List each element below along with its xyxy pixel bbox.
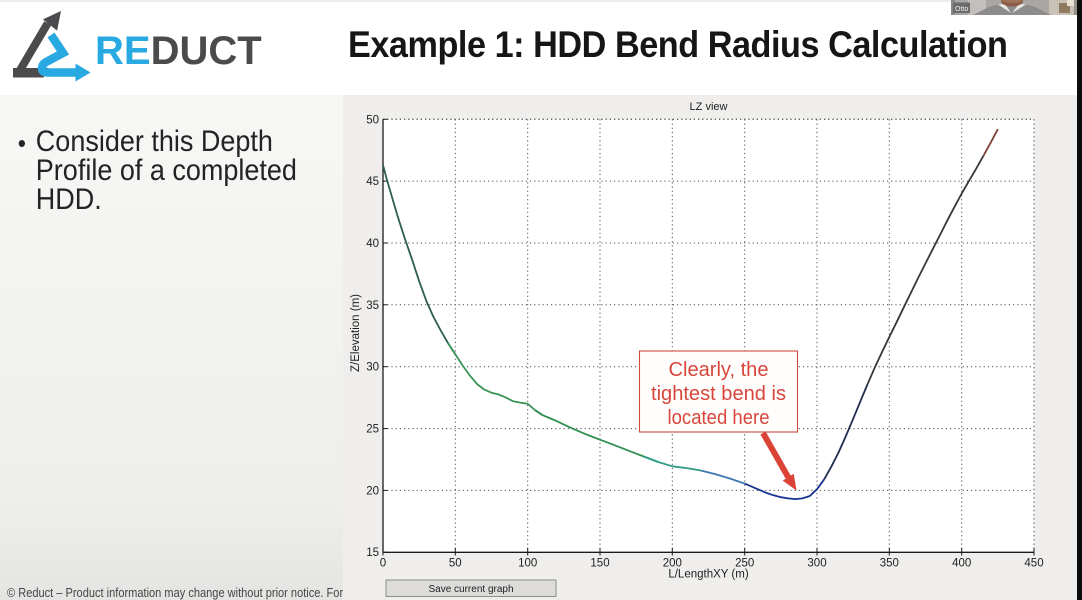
svg-text:450: 450 bbox=[1024, 558, 1043, 570]
svg-text:400: 400 bbox=[952, 558, 971, 570]
svg-text:350: 350 bbox=[880, 558, 899, 570]
svg-text:LZ view: LZ view bbox=[690, 101, 728, 113]
svg-text:tightest bend is: tightest bend is bbox=[651, 383, 786, 405]
svg-text:300: 300 bbox=[807, 558, 826, 570]
svg-text:50: 50 bbox=[366, 114, 379, 126]
svg-text:50: 50 bbox=[449, 558, 462, 570]
svg-text:200: 200 bbox=[663, 558, 682, 570]
svg-text:150: 150 bbox=[590, 558, 609, 570]
svg-text:100: 100 bbox=[518, 558, 537, 570]
svg-text:REDUCT: REDUCT bbox=[95, 29, 262, 73]
svg-text:0: 0 bbox=[380, 558, 386, 570]
svg-text:Clearly, the: Clearly, the bbox=[669, 359, 769, 381]
svg-text:35: 35 bbox=[366, 300, 379, 312]
svg-text:Otto: Otto bbox=[955, 6, 968, 13]
svg-text:25: 25 bbox=[366, 424, 379, 436]
svg-text:L/LengthXY (m): L/LengthXY (m) bbox=[668, 569, 749, 581]
svg-text:250: 250 bbox=[735, 558, 754, 570]
svg-text:20: 20 bbox=[366, 485, 379, 497]
svg-text:45: 45 bbox=[366, 176, 379, 188]
svg-text:Z/Elevation (m): Z/Elevation (m) bbox=[350, 294, 362, 372]
svg-text:located here: located here bbox=[668, 407, 770, 429]
svg-text:30: 30 bbox=[366, 362, 379, 374]
svg-text:15: 15 bbox=[366, 547, 379, 559]
svg-text:40: 40 bbox=[366, 238, 379, 250]
svg-text:Save current graph: Save current graph bbox=[428, 584, 513, 595]
